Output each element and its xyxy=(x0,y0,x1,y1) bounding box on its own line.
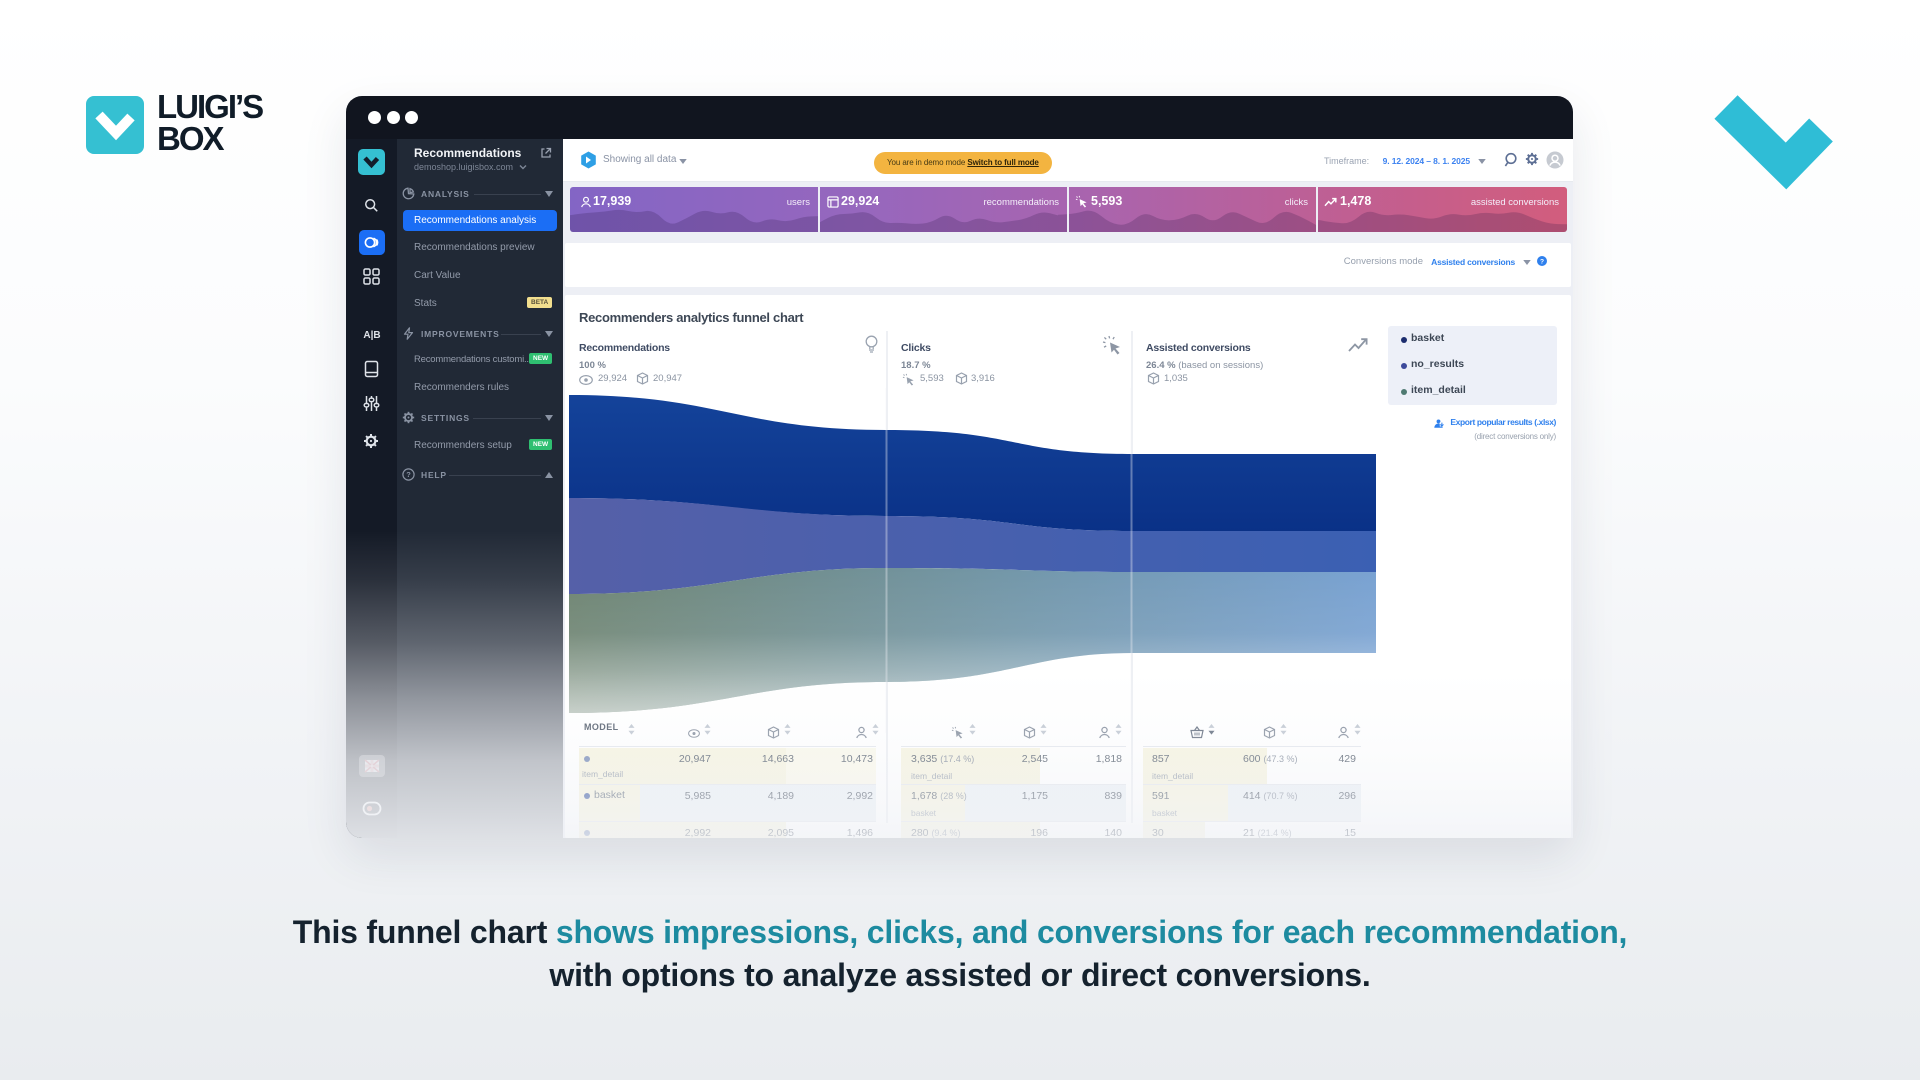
svg-text:?: ? xyxy=(1540,258,1544,265)
svg-text:?: ? xyxy=(406,470,411,479)
